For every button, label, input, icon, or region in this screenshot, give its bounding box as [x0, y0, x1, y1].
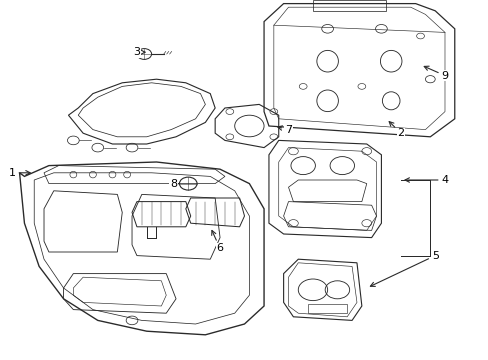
- Text: 6: 6: [211, 230, 223, 253]
- Text: 9: 9: [424, 66, 447, 81]
- Text: 8: 8: [170, 179, 178, 189]
- Text: 5: 5: [369, 251, 438, 287]
- Text: 3: 3: [133, 47, 145, 57]
- Text: 2: 2: [388, 122, 404, 138]
- Text: 4: 4: [404, 175, 447, 185]
- Text: 1: 1: [9, 168, 30, 178]
- Text: 7: 7: [277, 125, 291, 135]
